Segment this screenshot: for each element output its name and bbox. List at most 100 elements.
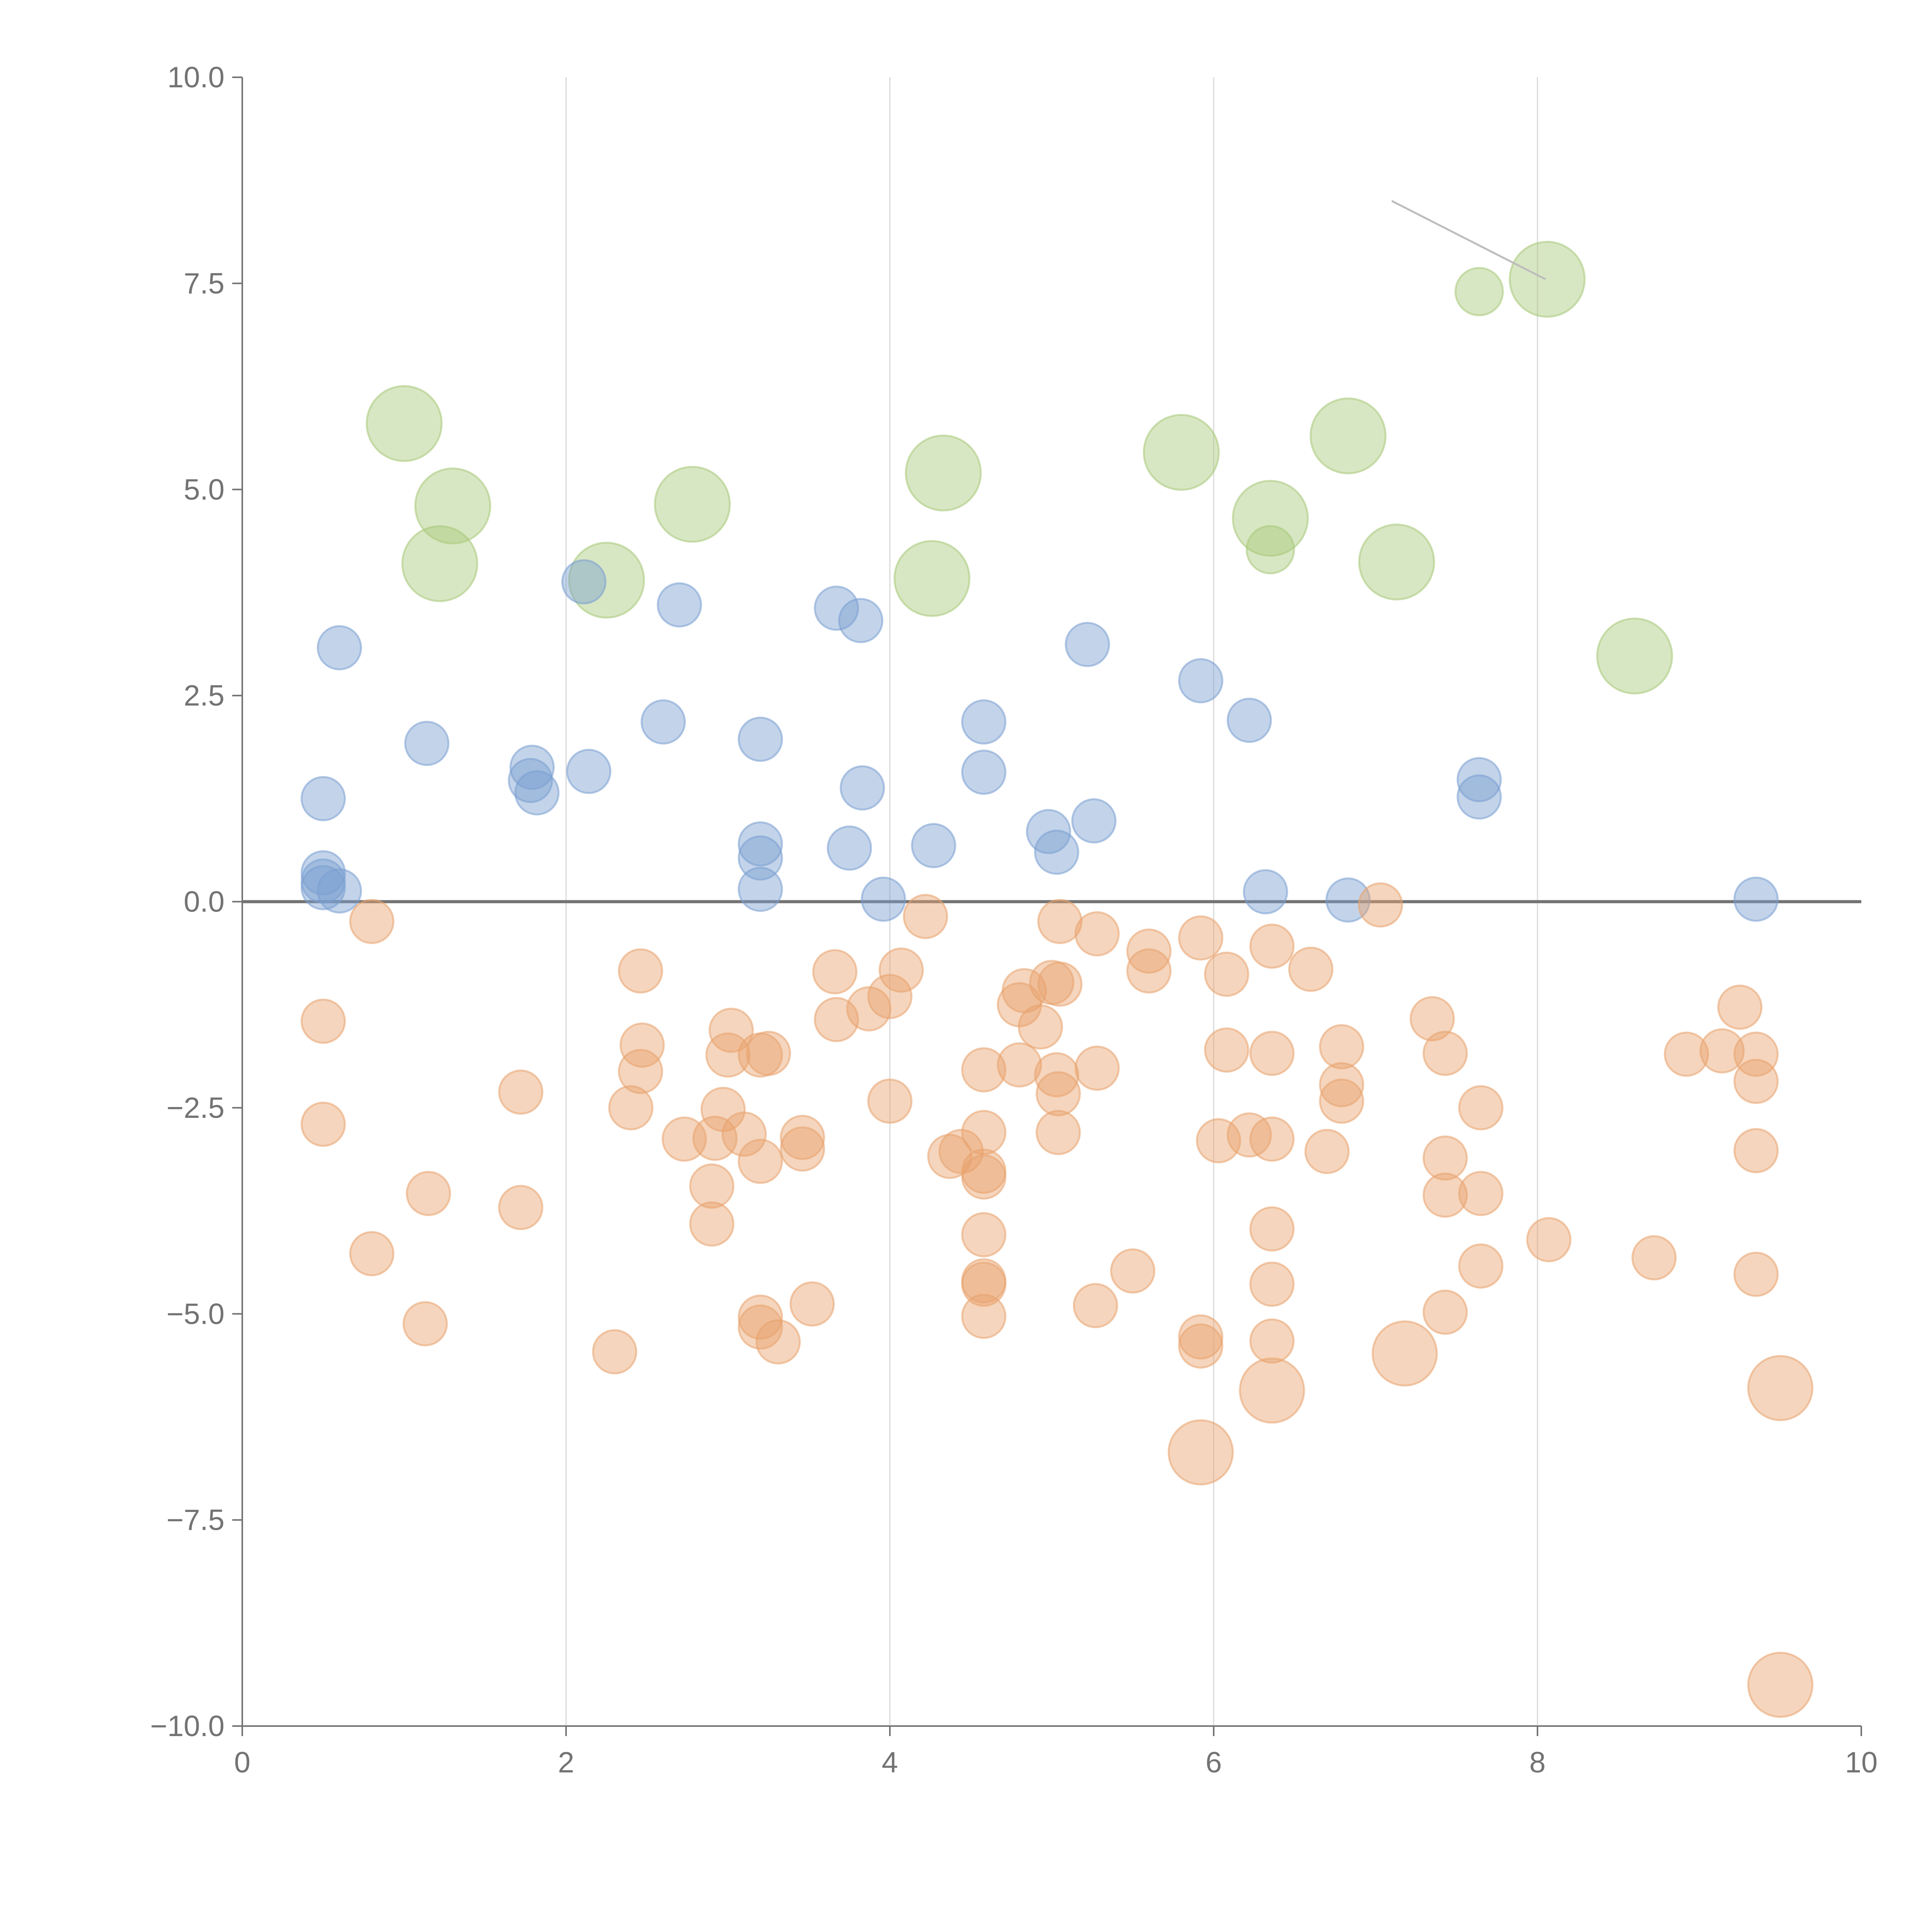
orange-bubble [903, 894, 948, 939]
blue-bubble [561, 559, 607, 605]
orange-bubble [708, 1007, 754, 1053]
y-tick-label: −2.5 [167, 1092, 224, 1124]
orange-bubble [1747, 1651, 1814, 1718]
orange-bubble [1036, 1071, 1081, 1117]
orange-bubble [746, 1031, 791, 1076]
y-tick-label: 2.5 [184, 679, 224, 712]
green-bubble [1232, 480, 1309, 557]
orange-bubble [1167, 1419, 1234, 1486]
orange-bubble [927, 1134, 973, 1179]
y-tick-label: −7.5 [167, 1504, 224, 1537]
orange-bubble [1458, 1243, 1503, 1289]
green-bubble [414, 467, 492, 544]
orange-bubble [301, 1102, 346, 1147]
orange-bubble [692, 1116, 738, 1161]
orange-bubble [1319, 1078, 1364, 1124]
orange-bubble [1249, 1318, 1295, 1364]
orange-bubble [1178, 915, 1223, 961]
blue-bubble [1456, 757, 1502, 803]
orange-bubble [1249, 923, 1295, 969]
orange-bubble [1526, 1217, 1571, 1262]
blue-bubble [656, 582, 702, 628]
orange-bubble [1074, 1045, 1120, 1091]
orange-bubble [738, 1304, 783, 1350]
blue-bubble [514, 770, 560, 816]
y-tick-label: 5.0 [184, 473, 224, 506]
x-tick-label: 2 [558, 1746, 574, 1779]
orange-bubble [1422, 1172, 1468, 1218]
blue-bubble [738, 716, 783, 762]
annotation-leader-line [1391, 200, 1546, 280]
orange-bubble [1747, 1355, 1814, 1421]
orange-bubble [498, 1185, 544, 1230]
orange-bubble [1410, 996, 1455, 1041]
green-bubble [893, 540, 971, 617]
blue-bubble [911, 823, 956, 868]
orange-bubble [1733, 1059, 1779, 1104]
orange-bubble [780, 1115, 825, 1160]
orange-bubble [780, 1126, 825, 1172]
orange-bubble [878, 947, 924, 993]
blue-bubble [1071, 798, 1117, 844]
green-bubble [1143, 414, 1220, 491]
orange-bubble [812, 949, 858, 995]
orange-bubble [846, 986, 892, 1032]
orange-bubble [1458, 1171, 1503, 1216]
orange-bubble [619, 1022, 665, 1068]
orange-bubble [1422, 1031, 1468, 1076]
orange-bubble [961, 1154, 1007, 1200]
blue-bubble [1034, 829, 1080, 875]
orange-bubble [1319, 1062, 1364, 1107]
x-tick-label: 6 [1206, 1746, 1222, 1779]
green-bubble [366, 385, 443, 462]
green-bubble [1596, 617, 1673, 695]
orange-bubble [1663, 1031, 1709, 1077]
orange-bubble [349, 899, 395, 944]
green-bubble [654, 466, 731, 543]
orange-bubble [738, 1139, 783, 1184]
orange-bubble [1126, 929, 1172, 974]
blue-bubble [640, 699, 686, 745]
orange-bubble [1196, 1118, 1242, 1163]
blue-bubble [838, 598, 884, 643]
green-bubble [1454, 267, 1504, 316]
orange-bubble [961, 1047, 1007, 1093]
orange-bubble [1018, 1004, 1063, 1050]
blue-bubble [1178, 658, 1223, 704]
orange-bubble [1422, 1289, 1468, 1335]
orange-bubble [1733, 1031, 1779, 1077]
orange-bubble [867, 1078, 913, 1124]
orange-bubble [1204, 1027, 1250, 1073]
series-blue [301, 559, 1779, 923]
orange-bubble [1037, 961, 1083, 1007]
orange-bubble [997, 1042, 1042, 1088]
blue-bubble [1456, 774, 1502, 820]
orange-bubble [1249, 1031, 1295, 1076]
blue-bubble [961, 750, 1007, 795]
orange-bubble [402, 1301, 448, 1347]
y-tick-label: 10.0 [167, 61, 224, 94]
blue-bubble [566, 748, 612, 794]
orange-bubble [961, 1212, 1007, 1257]
orange-bubble [1037, 899, 1083, 944]
blue-bubble [840, 765, 885, 811]
x-tick-label: 0 [234, 1746, 250, 1779]
y-tick-label: −10.0 [150, 1710, 224, 1743]
blue-bubble [738, 835, 783, 881]
orange-bubble [689, 1201, 735, 1247]
orange-bubble [301, 998, 346, 1044]
green-bubble [1310, 397, 1387, 474]
orange-bubble [1249, 1116, 1295, 1162]
orange-bubble [1304, 1129, 1350, 1174]
orange-bubble [498, 1069, 544, 1115]
y-tick-label: −5.0 [167, 1298, 224, 1330]
green-bubble [1245, 525, 1295, 575]
orange-bubble [938, 1129, 984, 1174]
orange-bubble [1733, 1128, 1779, 1173]
green-bubble [905, 434, 982, 512]
axis-ticks: 10.0 7.5 5.0 2.5 0.0 −2.5 −5.0 −7.5 −10.0 0 2 4 6 8 10 [150, 61, 1878, 1779]
orange-bubble [608, 1085, 654, 1131]
orange-bubble [1288, 946, 1333, 992]
orange-bubble [1458, 1085, 1503, 1131]
